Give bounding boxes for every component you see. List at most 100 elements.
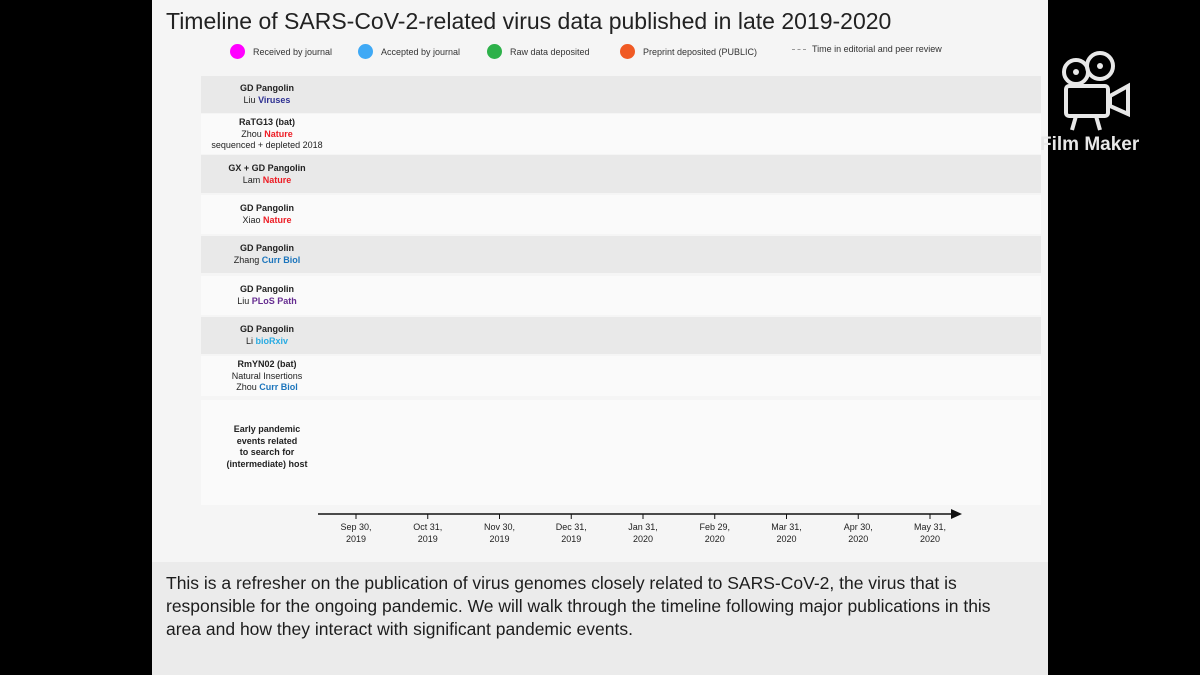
x-tick-label: Feb 29, 2020 bbox=[685, 522, 745, 545]
timeline-row: GX + GD Pangolin Lam Nature bbox=[201, 155, 1041, 193]
timeline-row: RaTG13 (bat) Zhou Nature sequenced + deple… bbox=[201, 114, 1041, 154]
pandemic-events-label-line: (intermediate) host bbox=[226, 458, 308, 469]
x-tick-label: Nov 30, 2019 bbox=[470, 522, 530, 545]
row-journal: Nature bbox=[262, 174, 292, 185]
row-author: Zhang bbox=[233, 254, 260, 265]
x-tick-label-line: 2020 bbox=[632, 533, 654, 544]
x-tick-label-line: 2020 bbox=[704, 533, 725, 544]
caption-box: This is a refresher on the publication o… bbox=[152, 562, 1048, 675]
timeline-row: GD Pangolin Li bioRxiv bbox=[201, 317, 1041, 354]
legend-dot bbox=[230, 44, 245, 59]
row-author: Zhou bbox=[236, 382, 257, 392]
timeline-row: GD Pangolin Zhang Curr Biol bbox=[201, 236, 1041, 273]
x-tick-label-line: 2019 bbox=[489, 533, 510, 544]
row-label: GD Pangolin Xiao Nature bbox=[201, 203, 333, 226]
row-journal: Curr Biol bbox=[259, 382, 298, 392]
row-label: GD Pangolin Liu Viruses bbox=[201, 83, 333, 106]
row-citation: Zhou Curr Biol bbox=[201, 382, 333, 394]
legend-item: Preprint deposited (PUBLIC) bbox=[620, 44, 757, 59]
legend-dot bbox=[487, 44, 502, 59]
chart-title: Timeline of SARS-CoV-2-related virus dat… bbox=[166, 8, 892, 34]
x-tick-label-line: 2020 bbox=[776, 533, 797, 544]
x-tick-label-line: Feb 29, bbox=[699, 522, 731, 532]
row-virus-name: GX + GD Pangolin bbox=[228, 163, 306, 173]
x-tick-label: Apr 30, 2020 bbox=[828, 522, 888, 545]
row-citation: Zhang Curr Biol bbox=[201, 255, 333, 267]
row-author: Zhou bbox=[241, 128, 262, 139]
x-tick-label-line: 2019 bbox=[561, 533, 582, 544]
pandemic-events-label-line: Early pandemic bbox=[233, 424, 301, 434]
timeline-row: GD Pangolin Xiao Nature bbox=[201, 195, 1041, 234]
pandemic-events-label-line: events related bbox=[236, 435, 298, 446]
legend-item: Raw data deposited bbox=[487, 44, 590, 59]
timeline-row: GD Pangolin Liu Viruses bbox=[201, 76, 1041, 113]
legend-item: Accepted by journal bbox=[358, 44, 460, 59]
row-note: Natural Insertions bbox=[231, 370, 303, 381]
row-label: GD Pangolin Liu PLoS Path bbox=[201, 284, 333, 307]
x-tick-label-line: 2020 bbox=[919, 533, 941, 544]
row-journal: bioRxiv bbox=[255, 335, 289, 346]
timeline-row: RmYN02 (bat) Natural Insertions Zhou Curr … bbox=[201, 356, 1041, 396]
legend-label: Time in editorial and peer review bbox=[812, 44, 942, 54]
legend-item: Received by journal bbox=[230, 44, 332, 59]
timeline-row: GD Pangolin Liu PLoS Path bbox=[201, 276, 1041, 315]
x-tick-label-line: 2019 bbox=[417, 533, 438, 544]
x-tick-label: Sep 30, 2019 bbox=[326, 522, 386, 545]
row-citation: Xiao Nature bbox=[201, 215, 333, 227]
row-journal: PLoS Path bbox=[251, 295, 297, 306]
row-citation: Li bioRxiv bbox=[201, 336, 333, 348]
x-tick-label: May 31, 2020 bbox=[900, 522, 960, 545]
row-journal: Curr Biol bbox=[261, 254, 301, 265]
x-tick-label-line: Sep 30, bbox=[340, 522, 372, 532]
x-tick-label: Mar 31, 2020 bbox=[757, 522, 817, 545]
x-tick-label-line: May 31, bbox=[913, 522, 946, 532]
caption-text: This is a refresher on the publication o… bbox=[166, 573, 991, 639]
x-tick-label-line: Nov 30, bbox=[483, 522, 516, 532]
row-citation: Zhou Nature bbox=[201, 129, 333, 141]
pandemic-events-label-line: to search for bbox=[239, 447, 295, 457]
row-author: Li bbox=[245, 335, 253, 346]
row-note: sequenced + depleted 2018 bbox=[211, 140, 323, 150]
legend-dot bbox=[620, 44, 635, 59]
film-camera-icon bbox=[1062, 51, 1130, 131]
row-label: GD Pangolin Zhang Curr Biol bbox=[201, 243, 333, 266]
legend-dot bbox=[358, 44, 373, 59]
x-axis-arrow bbox=[951, 509, 962, 519]
film-maker-watermark-label: Film Maker bbox=[1040, 134, 1140, 155]
row-journal: Nature bbox=[263, 214, 292, 225]
row-citation: Liu Viruses bbox=[201, 95, 333, 107]
row-virus-name: GD Pangolin bbox=[240, 284, 294, 294]
x-tick-label-line: Mar 31, bbox=[771, 522, 802, 532]
row-journal: Nature bbox=[264, 128, 293, 139]
row-citation: Liu PLoS Path bbox=[201, 296, 333, 308]
row-virus-name: GD Pangolin bbox=[240, 243, 294, 253]
row-label: GD Pangolin Li bioRxiv bbox=[201, 324, 333, 347]
legend-label: Accepted by journal bbox=[381, 46, 461, 57]
row-virus-name: GD Pangolin bbox=[240, 324, 294, 334]
row-journal: Viruses bbox=[258, 94, 291, 105]
x-tick-label-line: Dec 31, bbox=[555, 522, 587, 532]
legend: Received by journal Accepted by journal Ra… bbox=[0, 44, 1200, 62]
row-label: RaTG13 (bat) Zhou Nature sequenced + deple… bbox=[201, 117, 333, 152]
row-author: Liu bbox=[243, 94, 256, 105]
x-tick-label: Dec 31, 2019 bbox=[541, 522, 601, 545]
x-tick-label-line: Jan 31, bbox=[628, 522, 658, 532]
row-virus-name: RaTG13 (bat) bbox=[238, 117, 295, 127]
x-tick-label-line: 2020 bbox=[848, 533, 869, 544]
row-label: RmYN02 (bat) Natural Insertions Zhou Curr … bbox=[201, 359, 333, 394]
row-virus-name: GD Pangolin bbox=[240, 83, 294, 93]
row-author: Xiao bbox=[242, 214, 261, 225]
row-author: Lam bbox=[242, 174, 261, 185]
legend-label: Preprint deposited (PUBLIC) bbox=[643, 46, 758, 57]
pandemic-events-label: Early pandemic events related to search fo… bbox=[201, 424, 333, 470]
legend-item: Time in editorial and peer review bbox=[792, 44, 942, 54]
row-citation: Lam Nature bbox=[201, 175, 333, 187]
legend-label: Received by journal bbox=[253, 46, 333, 57]
row-virus-name: RmYN02 (bat) bbox=[237, 359, 297, 369]
row-author: Liu bbox=[237, 295, 250, 306]
legend-label: Raw data deposited bbox=[510, 46, 590, 57]
x-tick-label-line: Apr 30, bbox=[843, 522, 873, 532]
x-tick-label: Oct 31, 2019 bbox=[398, 522, 458, 545]
row-label: GX + GD Pangolin Lam Nature bbox=[201, 163, 333, 186]
